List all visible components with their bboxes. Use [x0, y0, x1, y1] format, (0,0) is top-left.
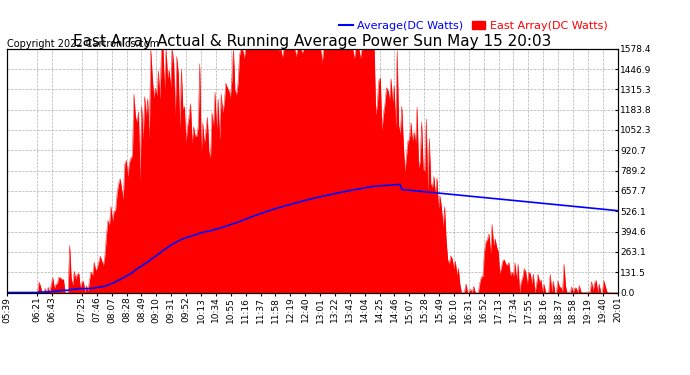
Text: Copyright 2022 Cartronics.com: Copyright 2022 Cartronics.com	[7, 39, 159, 50]
Legend: Average(DC Watts), East Array(DC Watts): Average(DC Watts), East Array(DC Watts)	[335, 16, 612, 35]
Title: East Array Actual & Running Average Power Sun May 15 20:03: East Array Actual & Running Average Powe…	[73, 34, 551, 49]
